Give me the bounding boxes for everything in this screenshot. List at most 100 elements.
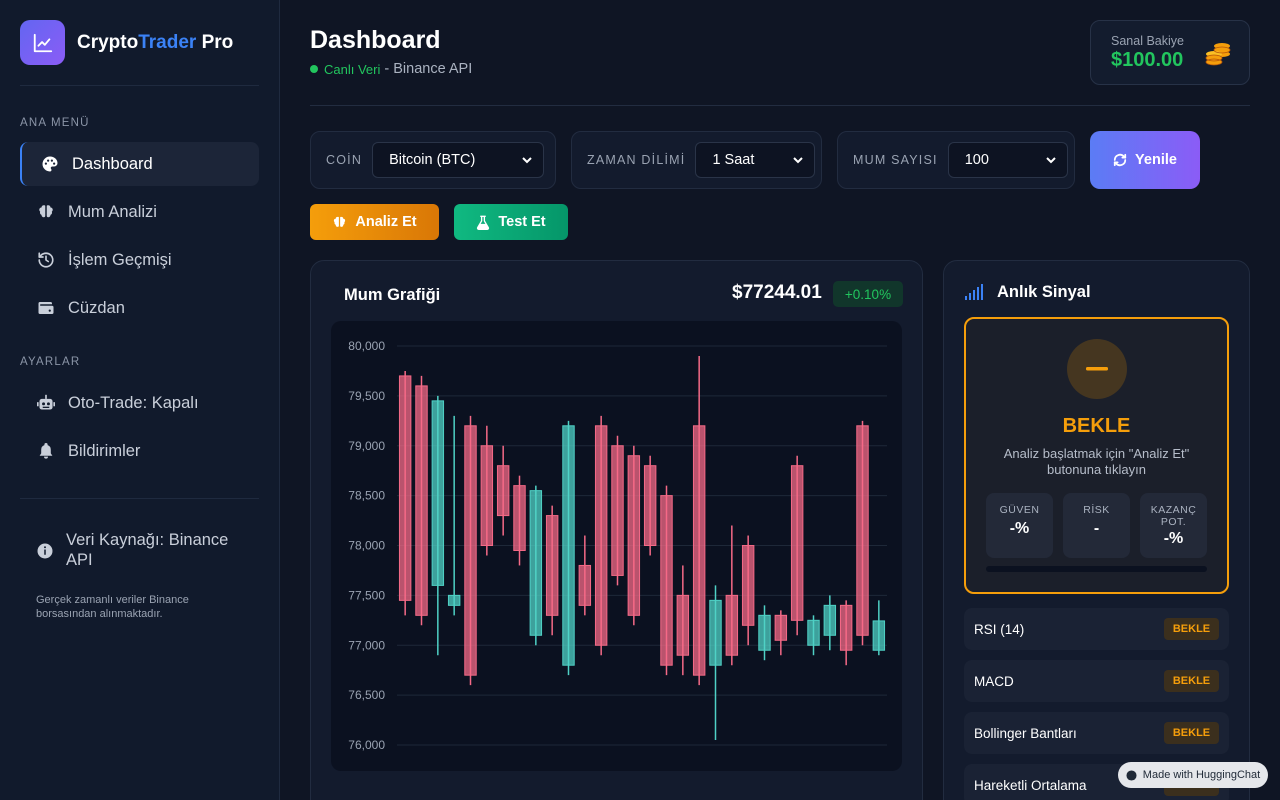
signal-card: Anlık Sinyal BEKLE Analiz başlatmak için… <box>943 260 1250 800</box>
candle[interactable] <box>823 595 837 651</box>
metric-label: GÜVEN <box>999 504 1040 516</box>
candle-body <box>464 425 477 676</box>
refresh-icon <box>1113 153 1127 167</box>
sidebar-item-label: Oto-Trade: Kapalı <box>68 393 199 412</box>
candle[interactable] <box>578 535 592 616</box>
candle[interactable] <box>480 425 494 556</box>
candle[interactable] <box>790 455 804 636</box>
signal-description: Analiz başlatmak için "Analiz Et" butonu… <box>1003 446 1190 477</box>
y-tick-label: 79,500 <box>348 389 385 403</box>
candle[interactable] <box>496 445 510 536</box>
candle[interactable] <box>758 605 771 661</box>
sidebar-item-dashboard[interactable]: Dashboard <box>20 142 259 186</box>
indicator-badge: BEKLE <box>1164 670 1219 692</box>
made-with-badge[interactable]: Made with HuggingChat <box>1118 762 1268 788</box>
candle-body <box>431 400 445 586</box>
candle[interactable] <box>562 420 575 676</box>
sidebar-item-label: Dashboard <box>72 154 153 173</box>
candle-body <box>872 620 886 651</box>
y-tick-label: 78,000 <box>348 539 385 553</box>
candle-body <box>758 614 771 651</box>
brand[interactable]: CryptoTrader Pro <box>20 20 233 65</box>
indicator-name: Hareketli Ortalama <box>974 777 1087 793</box>
chevron-down-icon <box>1045 154 1057 170</box>
candle[interactable] <box>464 415 477 686</box>
candle[interactable] <box>692 355 706 686</box>
sidebar-item-trade-history[interactable]: İşlem Geçmişi <box>20 238 259 282</box>
chevron-down-icon <box>792 154 804 170</box>
main-menu-label: ANA MENÜ <box>20 117 90 129</box>
timeframe-select[interactable]: 1 Saat <box>695 142 816 178</box>
candle[interactable] <box>594 415 608 656</box>
confidence-bar <box>986 566 1207 572</box>
chart-title: Mum Grafiği <box>344 286 441 304</box>
sidebar-item-label: Bildirimler <box>68 441 141 460</box>
candle[interactable] <box>447 415 461 616</box>
candle-count-control: MUM SAYISI 100 <box>837 131 1075 189</box>
balance-label: Sanal Bakiye <box>1111 34 1184 48</box>
candle[interactable] <box>676 565 690 676</box>
candle-body <box>741 545 755 626</box>
candle-count-label: MUM SAYISI <box>853 153 938 167</box>
candle-body <box>594 425 608 646</box>
signal-bars-icon <box>965 284 984 305</box>
metric-value: - <box>1093 520 1100 537</box>
coin-label: COİN <box>326 153 363 167</box>
sidebar-item-notifications[interactable]: Bildirimler <box>20 429 259 473</box>
candle-chart[interactable]: 80,000 79,500 79,000 78,500 78,000 77,500 77,0… <box>331 321 902 771</box>
candle[interactable] <box>529 485 543 646</box>
candle[interactable] <box>839 600 853 666</box>
indicator-row-bollinger: Bollinger Bantları BEKLE <box>964 712 1229 754</box>
candle[interactable] <box>741 535 755 646</box>
candle-body <box>709 599 722 666</box>
candle[interactable] <box>611 435 624 586</box>
candle[interactable] <box>725 525 739 666</box>
indicator-row-macd: MACD BEKLE <box>964 660 1229 702</box>
flask-icon <box>476 215 490 230</box>
candle[interactable] <box>627 445 641 626</box>
candle[interactable] <box>709 585 722 741</box>
brain-icon <box>36 202 56 222</box>
candle[interactable] <box>774 610 788 656</box>
timeframe-label: ZAMAN DİLİMİ <box>587 153 686 167</box>
analyze-label: Analiz Et <box>355 214 417 230</box>
sidebar-divider <box>20 85 259 86</box>
candle-body <box>513 485 526 551</box>
candle-body <box>807 619 820 646</box>
sidebar-item-candle-analysis[interactable]: Mum Analizi <box>20 190 259 234</box>
candle[interactable] <box>545 505 559 636</box>
sidebar-item-wallet[interactable]: Cüzdan <box>20 286 259 330</box>
analyze-button[interactable]: Analiz Et <box>310 204 439 240</box>
coin-select[interactable]: Bitcoin (BTC) <box>372 142 545 178</box>
candle-body <box>660 495 673 666</box>
candle[interactable] <box>807 615 820 656</box>
candle-body <box>774 614 788 641</box>
candle[interactable] <box>872 600 886 656</box>
data-source-description: Gerçek zamanlı veriler Binance borsasınd… <box>36 594 189 620</box>
y-tick-label: 77,000 <box>348 638 385 652</box>
candle-body <box>676 594 690 656</box>
indicator-badge: BEKLE <box>1164 722 1219 744</box>
candle[interactable] <box>660 485 673 676</box>
wallet-icon <box>36 298 56 318</box>
live-status: Canlı Veri - Binance API <box>310 61 472 77</box>
candle[interactable] <box>513 475 526 566</box>
candle[interactable] <box>398 370 412 616</box>
sidebar-item-auto-trade[interactable]: Oto-Trade: Kapalı <box>20 381 259 425</box>
candle[interactable] <box>431 395 445 656</box>
page-title: Dashboard <box>310 26 441 54</box>
test-button[interactable]: Test Et <box>454 204 568 240</box>
candle-body <box>529 490 543 636</box>
refresh-button[interactable]: Yenile <box>1090 131 1200 189</box>
y-tick-label: 76,000 <box>348 738 385 752</box>
candle-count-select[interactable]: 100 <box>947 142 1068 178</box>
candle[interactable] <box>643 455 657 556</box>
metric-value: -% <box>1163 530 1184 547</box>
timeframe-control: ZAMAN DİLİMİ 1 Saat <box>571 131 822 189</box>
candle[interactable] <box>415 375 428 626</box>
current-price: $77244.01 <box>732 282 822 303</box>
settings-label: AYARLAR <box>20 356 81 368</box>
info-icon <box>36 542 54 560</box>
candle[interactable] <box>856 420 869 646</box>
data-source-text: - Binance API <box>384 61 473 77</box>
